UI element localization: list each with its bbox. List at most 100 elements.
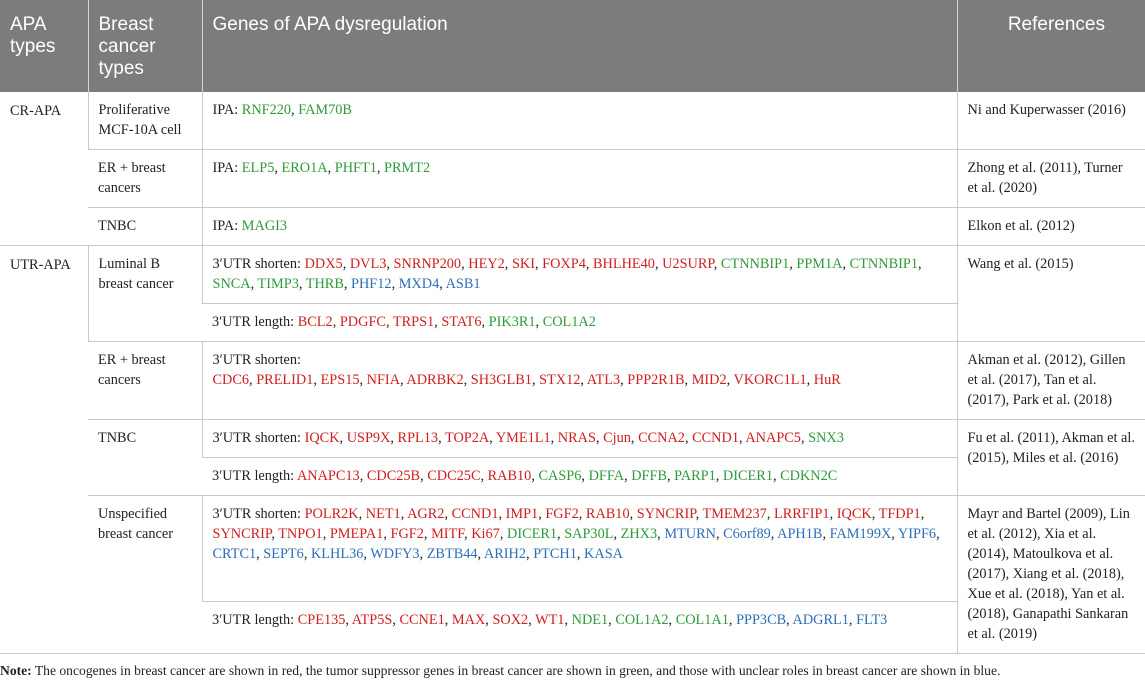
gene-name: USP9X — [346, 430, 391, 446]
gene-name: ANAPC13 — [296, 468, 360, 484]
genes-cell: 3′UTR length: BCL2, PDGFC, TRPS1, STAT6,… — [202, 303, 957, 342]
table-row: TNBC IPA: MAGI3 Elkon et al. (2012) — [0, 207, 1145, 246]
gene-category-label: 3′UTR length: — [212, 468, 297, 484]
gene-name: NFIA — [366, 372, 401, 388]
note-text: The oncogenes in breast cancer are shown… — [31, 663, 1001, 678]
gene-name: DDX5 — [304, 256, 343, 272]
gene-name: SYNCRIP — [636, 506, 696, 522]
gene-name: PPP3CB — [736, 612, 787, 629]
gene-name: MID2 — [691, 372, 727, 388]
table-note: Note: The oncogenes in breast cancer are… — [0, 654, 1145, 679]
gene-name: NRAS — [557, 430, 596, 446]
gene-name: MXD4 — [398, 276, 440, 292]
gene-name: FAM70B — [298, 102, 352, 118]
gene-name: DICER1 — [722, 468, 773, 484]
cancer-type-cell: Luminal B breast cancer — [87, 245, 202, 342]
gene-name: ANAPC5 — [745, 430, 801, 446]
cancer-type-cell: TNBC — [88, 207, 202, 246]
gene-name: CPE135 — [297, 612, 346, 629]
gene-name: LRRFIP1 — [773, 506, 830, 522]
gene-name: MAX — [451, 612, 486, 629]
gene-name: CDC6 — [212, 372, 250, 388]
header-row: APA types Breast cancer types Genes of A… — [0, 0, 1145, 92]
genes-cell: 3′UTR length: CPE135, ATP5S, CCNE1, MAX,… — [202, 601, 957, 654]
gene-category-label: 3′UTR shorten: — [212, 506, 305, 522]
gene-category-label: 3′UTR shorten: — [212, 430, 305, 446]
gene-name: CDKN2C — [780, 468, 838, 484]
gene-name: CCNE1 — [399, 612, 445, 629]
gene-name: IMP1 — [505, 506, 539, 522]
gene-name: CCND1 — [692, 430, 739, 446]
gene-name: DICER1 — [507, 526, 558, 542]
gene-name: FAM199X — [829, 526, 892, 542]
gene-name: DFFA — [588, 468, 625, 484]
gene-name: ATP5S — [351, 612, 393, 629]
gene-name: ADRBK2 — [406, 372, 464, 388]
gene-name: VKORC1L1 — [733, 372, 807, 388]
gene-name: SNCA — [212, 276, 251, 292]
gene-name: DVL3 — [349, 256, 387, 272]
gene-name: PRMT2 — [384, 160, 431, 176]
gene-name: Cjun — [603, 430, 631, 446]
gene-name: ASB1 — [445, 276, 481, 292]
genes-cell: 3′UTR length: ANAPC13, CDC25B, CDC25C, R… — [202, 457, 957, 496]
gene-name: CRTC1 — [212, 546, 257, 562]
gene-name: FGF2 — [545, 506, 579, 522]
gene-name: SKI — [511, 256, 535, 272]
gene-name: NET1 — [365, 506, 401, 522]
gene-name: AGR2 — [407, 506, 445, 522]
gene-name: SAP30L — [564, 526, 614, 542]
gene-name: ELP5 — [241, 160, 275, 176]
gene-category-label: 3′UTR length: — [212, 612, 298, 629]
gene-name: ADGRL1 — [792, 612, 849, 629]
note-label: Note: — [0, 663, 32, 678]
gene-name: HuR — [813, 372, 841, 388]
cancer-type-cell: Unspecified breast cancer — [88, 495, 202, 654]
gene-name: CDC25C — [427, 468, 481, 484]
gene-name: YME1L1 — [495, 430, 551, 446]
cancer-type-cell: ER + breast cancers — [88, 149, 202, 208]
gene-name: BCL2 — [297, 314, 333, 330]
gene-name: MAGI3 — [241, 218, 288, 234]
reference-cell: Fu et al. (2011), Akman et al. (2015), M… — [956, 419, 1145, 496]
gene-name: COL1A2 — [542, 314, 596, 330]
gene-name: PPM1A — [796, 256, 843, 272]
gene-name: CTNNBIP1 — [720, 256, 790, 272]
gene-name: CDC25B — [366, 468, 421, 484]
table-row: TNBC 3′UTR shorten: IQCK, USP9X, RPL13, … — [0, 419, 1145, 496]
gene-name: COL1A2 — [615, 612, 669, 629]
genes-cell: 3′UTR shorten: CDC6, PRELID1, EPS15, NFIA… — [201, 341, 957, 420]
gene-name: TMEM237 — [702, 506, 767, 522]
genes-cell: 3′UTR shorten: IQCK, USP9X, RPL13, TOP2A… — [201, 419, 957, 458]
gene-name: YIPF6 — [897, 526, 937, 542]
gene-name: SNRNP200 — [393, 256, 462, 272]
cancer-type-cell: Proliferative MCF-10A cell — [87, 92, 202, 150]
gene-category-label: 3′UTR shorten: — [212, 256, 305, 272]
genes-cell: IPA: RNF220, FAM70B — [201, 92, 957, 150]
gene-name: RPL13 — [397, 430, 439, 446]
table-row: 3′UTR length: BCL2, PDGFC, TRPS1, STAT6,… — [0, 303, 1145, 342]
genes-cell: 3′UTR shorten: DDX5, DVL3, SNRNP200, HEY… — [201, 245, 957, 304]
gene-name: NDE1 — [571, 612, 609, 629]
gene-name: THRB — [305, 276, 344, 292]
table-row: UTR-APA Luminal B breast cancer 3′UTR sh… — [0, 245, 1145, 654]
table-row: CR-APA Proliferative MCF-10A cell IPA: R… — [0, 92, 1145, 246]
gene-category-label: IPA: — [212, 102, 242, 118]
gene-name: CASP6 — [538, 468, 582, 484]
gene-name: DFFB — [631, 468, 667, 484]
apa-type-cell: UTR-APA — [0, 245, 88, 654]
header-genes: Genes of APA dysregulation — [202, 0, 958, 92]
gene-category-label: 3′UTR shorten: — [212, 352, 302, 368]
gene-name: WDFY3 — [370, 546, 420, 562]
gene-name: SNX3 — [808, 430, 844, 446]
gene-name: PRELID1 — [256, 372, 314, 388]
header-breast-cancer-types: Breast cancer types — [88, 0, 203, 92]
gene-name: HEY2 — [468, 256, 505, 272]
gene-name: PARP1 — [674, 468, 716, 484]
genes-cell: 3′UTR shorten: POLR2K, NET1, AGR2, CCND1… — [201, 495, 957, 603]
gene-name: PHFT1 — [334, 160, 377, 176]
gene-name: ARIH2 — [483, 546, 527, 562]
table-row: ER + breast cancers 3′UTR shorten: CDC6, … — [0, 341, 1145, 420]
gene-name: MTURN — [664, 526, 716, 542]
gene-name: KASA — [584, 546, 623, 562]
